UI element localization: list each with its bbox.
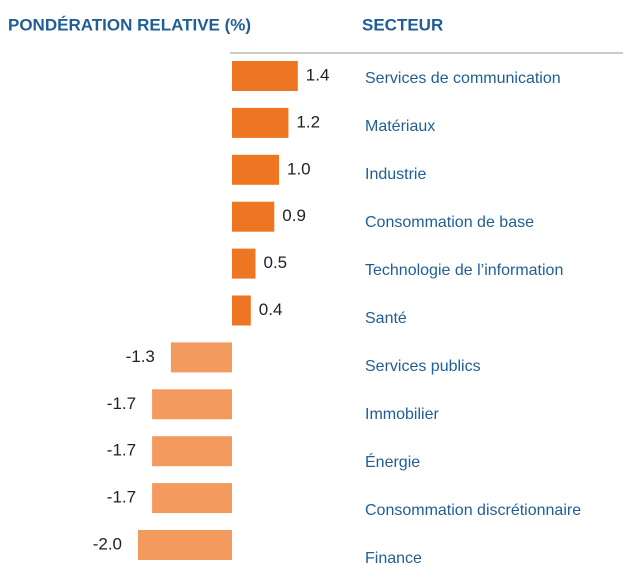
bar [152,389,232,420]
value-header: PONDÉRATION RELATIVE (%) [8,15,251,34]
value-label: -1.7 [107,488,136,507]
value-label: -1.7 [107,394,136,413]
bar [232,295,251,326]
category-label: Immobilier [365,406,439,423]
bar [152,436,232,467]
bar [232,248,256,279]
value-label: 1.4 [306,65,330,84]
category-label: Services publics [365,358,481,375]
category-label: Consommation de base [365,214,534,231]
category-label: Finance [365,550,422,567]
value-label: -1.7 [107,441,136,460]
bar [232,107,289,138]
category-header: SECTEUR [362,15,443,34]
category-label: Industrie [365,166,426,183]
bar [232,201,275,232]
value-label: 1.0 [287,159,311,178]
bar [152,483,232,514]
category-label: Services de communication [365,70,561,87]
bar [138,530,232,560]
value-label: 1.2 [296,112,320,131]
value-label: 0.4 [259,300,283,319]
category-label: Énergie [365,452,420,471]
value-label: -2.0 [93,534,122,553]
category-label: Santé [365,310,407,327]
bar [232,154,279,185]
category-label: Technologie de l’information [365,262,563,279]
value-label: 0.5 [264,253,288,272]
bar [170,342,232,373]
value-label: -1.3 [126,347,155,366]
bar [232,61,298,91]
value-label: 0.9 [282,206,306,225]
category-label: Matériaux [365,118,435,135]
category-label: Consommation discrétionnaire [365,502,581,519]
